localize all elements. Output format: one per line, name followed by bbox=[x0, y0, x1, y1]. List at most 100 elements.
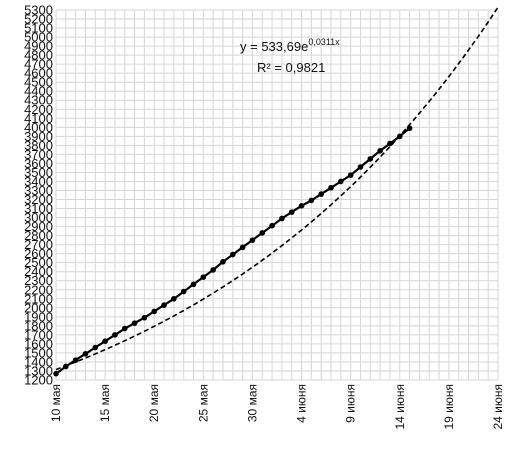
equation-base: y = 533,69e bbox=[240, 39, 308, 54]
data-point bbox=[131, 320, 138, 326]
data-point bbox=[279, 215, 285, 222]
y-tick-label: 1300 bbox=[24, 363, 53, 378]
x-tick-label: 4 июня bbox=[295, 384, 309, 423]
y-tick-label: 1700 bbox=[24, 327, 53, 342]
r-squared-label: R² = 0,9821 bbox=[257, 60, 325, 75]
y-tick-label: 2000 bbox=[24, 300, 53, 315]
data-point bbox=[210, 267, 216, 273]
data-point bbox=[269, 222, 275, 229]
y-tick-label: 1900 bbox=[24, 309, 53, 324]
y-tick-label: 3600 bbox=[24, 156, 53, 171]
y-tick-label: 2200 bbox=[24, 282, 53, 297]
y-tick-label: 1600 bbox=[24, 336, 53, 351]
data-point bbox=[72, 357, 79, 363]
exponential-trendline bbox=[55, 6, 499, 371]
y-axis-tick-labels: 1200130014001500160017001800190020002100… bbox=[24, 3, 53, 388]
data-point bbox=[357, 164, 364, 170]
data-point bbox=[121, 325, 128, 332]
data-point bbox=[387, 140, 393, 147]
data-point bbox=[220, 258, 226, 265]
y-tick-label: 1800 bbox=[24, 318, 53, 333]
y-tick-label: 4100 bbox=[24, 111, 53, 126]
vertical-gridlines bbox=[55, 10, 499, 380]
data-point bbox=[338, 178, 344, 185]
data-point bbox=[151, 308, 158, 315]
data-point bbox=[141, 314, 148, 321]
y-tick-label: 4000 bbox=[24, 120, 53, 135]
y-tick-label: 4800 bbox=[24, 48, 53, 63]
x-tick-label: 19 июня bbox=[442, 384, 456, 430]
y-tick-label: 2400 bbox=[24, 264, 53, 279]
x-tick-label: 24 июня bbox=[491, 384, 505, 430]
x-tick-label: 14 июня bbox=[393, 384, 407, 430]
x-axis-tick-labels: 10 мая 15 мая 20 мая 25 мая 30 мая 4 июня 9 ию… bbox=[49, 384, 505, 430]
y-tick-label: 5100 bbox=[24, 21, 53, 36]
equation-exponent: 0,0311x bbox=[308, 37, 340, 47]
y-tick-label: 2100 bbox=[24, 291, 53, 306]
y-tick-label: 2600 bbox=[24, 246, 53, 261]
y-tick-label: 2700 bbox=[24, 237, 53, 252]
y-tick-label: 3300 bbox=[24, 183, 53, 198]
x-tick-label: 9 июня bbox=[344, 384, 358, 423]
data-point bbox=[318, 191, 325, 197]
trendline-equation: y = 533,69e0,0311x bbox=[240, 37, 340, 54]
y-tick-label: 3100 bbox=[24, 201, 53, 216]
y-tick-label: 4600 bbox=[24, 66, 53, 81]
y-tick-label: 3800 bbox=[24, 138, 53, 153]
y-tick-label: 4900 bbox=[24, 39, 53, 54]
data-point bbox=[161, 302, 167, 308]
y-tick-label: 4400 bbox=[24, 84, 53, 99]
data-point bbox=[180, 288, 187, 295]
data-point bbox=[102, 338, 108, 344]
y-tick-label: 1200 bbox=[24, 373, 53, 388]
x-tick-label: 30 мая bbox=[245, 384, 259, 422]
data-point bbox=[230, 251, 236, 258]
data-point bbox=[259, 230, 266, 236]
data-point bbox=[249, 237, 256, 243]
data-point bbox=[396, 133, 403, 140]
data-point bbox=[377, 147, 383, 154]
data-point bbox=[288, 209, 295, 215]
data-point bbox=[367, 156, 374, 162]
y-tick-label: 4500 bbox=[24, 75, 53, 90]
data-point bbox=[308, 197, 315, 204]
y-tick-label: 5300 bbox=[24, 3, 53, 18]
y-tick-label: 1400 bbox=[24, 354, 53, 369]
y-tick-label: 2900 bbox=[24, 219, 53, 234]
y-tick-label: 3700 bbox=[24, 147, 53, 162]
y-tick-label: 1500 bbox=[24, 345, 53, 360]
x-tick-label: 20 мая bbox=[147, 384, 161, 422]
y-tick-label: 5000 bbox=[24, 30, 53, 45]
data-point bbox=[92, 344, 99, 351]
y-tick-label: 3900 bbox=[24, 129, 53, 144]
data-point bbox=[298, 203, 305, 209]
x-tick-label: 25 мая bbox=[196, 384, 210, 422]
data-point bbox=[63, 363, 69, 370]
data-point bbox=[200, 274, 207, 280]
y-tick-label: 2300 bbox=[24, 273, 53, 288]
y-tick-label: 4300 bbox=[24, 93, 53, 108]
data-point bbox=[112, 332, 118, 338]
y-tick-label: 2800 bbox=[24, 228, 53, 243]
data-point bbox=[328, 184, 334, 191]
y-tick-label: 2500 bbox=[24, 255, 53, 270]
data-point bbox=[82, 351, 89, 357]
data-point bbox=[171, 295, 177, 302]
y-tick-label: 4700 bbox=[24, 57, 53, 72]
x-tick-label: 15 мая bbox=[98, 384, 112, 422]
horizontal-gridlines bbox=[56, 9, 498, 381]
y-tick-label: 3000 bbox=[24, 210, 53, 225]
y-tick-label: 3400 bbox=[24, 174, 53, 189]
y-tick-label: 5200 bbox=[24, 12, 53, 27]
data-point bbox=[406, 125, 413, 132]
data-point bbox=[347, 172, 354, 178]
y-tick-label: 3200 bbox=[24, 192, 53, 207]
y-tick-label: 3500 bbox=[24, 165, 53, 180]
data-point bbox=[239, 244, 246, 251]
x-tick-label: 10 мая bbox=[49, 384, 63, 422]
data-point bbox=[53, 370, 59, 377]
data-points bbox=[53, 125, 413, 377]
y-tick-label: 4200 bbox=[24, 102, 53, 117]
